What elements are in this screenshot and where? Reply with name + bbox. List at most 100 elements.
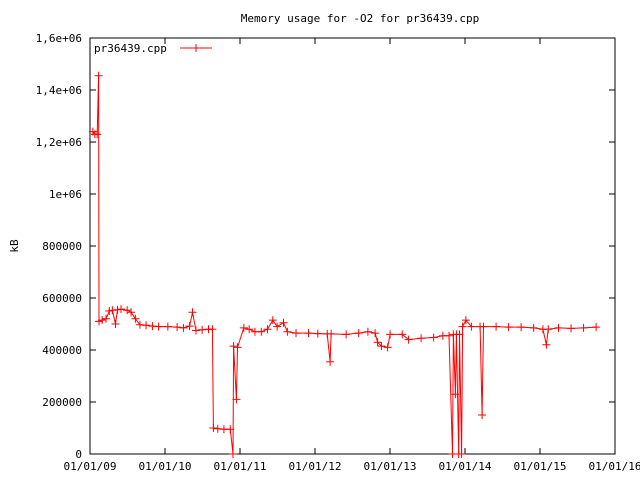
data-point-marker [191, 326, 200, 335]
data-point-marker [554, 323, 563, 332]
data-point-marker [239, 323, 248, 332]
data-point-marker [467, 322, 476, 331]
data-point-marker [326, 357, 335, 366]
data-point-marker [257, 327, 266, 336]
data-point-marker [327, 329, 336, 338]
data-point-marker [263, 325, 272, 334]
data-point-marker [198, 325, 207, 334]
legend-label: pr36439.cpp [94, 42, 167, 55]
x-tick-label: 01/01/09 [64, 460, 117, 473]
x-tick-label: 01/01/13 [364, 460, 417, 473]
data-point-marker [163, 322, 172, 331]
data-point-marker [457, 450, 466, 458]
data-point-marker [135, 320, 144, 329]
data-point-marker [185, 322, 194, 331]
data-point-marker [228, 450, 237, 458]
x-tick-label: 01/01/12 [289, 460, 342, 473]
data-point-marker [245, 325, 254, 334]
data-point-marker [377, 342, 386, 351]
data-point-marker [567, 324, 576, 333]
data-point-marker [504, 323, 513, 332]
data-point-marker [273, 322, 282, 331]
y-tick-label: 1e+06 [49, 188, 82, 201]
x-tick-label: 01/01/14 [439, 460, 492, 473]
x-tick-label: 01/01/11 [214, 460, 267, 473]
data-point-marker [529, 323, 538, 332]
data-point-marker [232, 395, 241, 404]
data-point-marker [517, 323, 526, 332]
y-tick-label: 400000 [42, 344, 82, 357]
data-point-marker [226, 425, 235, 434]
data-point-marker [173, 323, 182, 332]
data-point-marker [363, 327, 372, 336]
x-tick-label: 01/01/16 [589, 460, 640, 473]
data-point-marker [154, 322, 163, 331]
data-point-marker [208, 325, 217, 334]
y-tick-label: 1,4e+06 [36, 84, 82, 97]
legend-marker-sample [192, 44, 200, 52]
data-point-marker [111, 320, 120, 328]
data-point-marker [93, 130, 102, 139]
data-point-marker [283, 327, 292, 336]
y-axis: 0 200000 400000 600000 800000 1e+06 1,2e+06 1,4… [36, 32, 615, 461]
y-tick-label: 1,2e+06 [36, 136, 82, 149]
y-tick-label: 600000 [42, 292, 82, 305]
data-point-marker [544, 325, 553, 334]
data-point-marker [148, 322, 157, 331]
data-point-marker [304, 329, 313, 338]
legend: pr36439.cpp [94, 42, 212, 55]
data-point-marker [461, 316, 470, 325]
data-point-marker [108, 306, 117, 315]
data-point-marker [371, 329, 380, 338]
data-point-marker [188, 308, 197, 317]
data-point-marker [292, 329, 301, 338]
data-point-marker [179, 323, 188, 332]
data-point-marker [123, 306, 132, 315]
data-point-marker [458, 322, 467, 331]
x-tick-label: 01/01/15 [514, 460, 567, 473]
data-point-marker [404, 335, 413, 344]
data-point-marker [102, 314, 111, 323]
y-tick-label: 1,6e+06 [36, 32, 82, 45]
data-point-marker [492, 322, 501, 331]
data-point-marker [127, 308, 136, 317]
data-point-marker [354, 329, 363, 338]
data-point-marker [209, 424, 218, 432]
data-point-marker [579, 323, 588, 332]
data-point-marker [429, 333, 438, 342]
y-tick-label: 0 [75, 448, 82, 461]
data-point-marker [592, 323, 601, 332]
data-point-marker [229, 342, 238, 351]
data-point-marker [233, 343, 242, 352]
data-point-marker [455, 330, 464, 339]
data-point-marker [313, 329, 322, 338]
data-point-marker [142, 321, 151, 330]
data-point-marker [213, 424, 222, 433]
data-point-marker [117, 305, 126, 314]
data-point-marker [383, 343, 392, 352]
data-point-marker [94, 71, 103, 80]
data-point-marker [98, 316, 107, 325]
x-axis: 01/01/09 01/01/10 01/01/11 01/01/12 01/01/13… [64, 38, 640, 473]
y-tick-label: 800000 [42, 240, 82, 253]
data-point-marker [417, 334, 426, 343]
data-point-marker [478, 411, 487, 419]
data-point-marker [113, 305, 122, 314]
series-layer [88, 71, 601, 458]
data-point-marker [279, 318, 288, 327]
data-point-marker [373, 338, 382, 347]
data-point-marker [398, 330, 407, 339]
y-axis-label: kB [8, 239, 21, 253]
data-point-marker [268, 316, 277, 325]
data-point-marker [479, 322, 488, 331]
data-point-marker [542, 340, 551, 349]
data-point-marker [131, 314, 140, 323]
data-point-marker [445, 331, 454, 340]
data-point-marker [386, 330, 395, 339]
plot-frame [89, 37, 616, 455]
data-point-marker [451, 390, 460, 399]
x-tick-label: 01/01/10 [139, 460, 192, 473]
chart-title: Memory usage for -O2 for pr36439.cpp [241, 12, 479, 25]
y-tick-label: 200000 [42, 396, 82, 409]
